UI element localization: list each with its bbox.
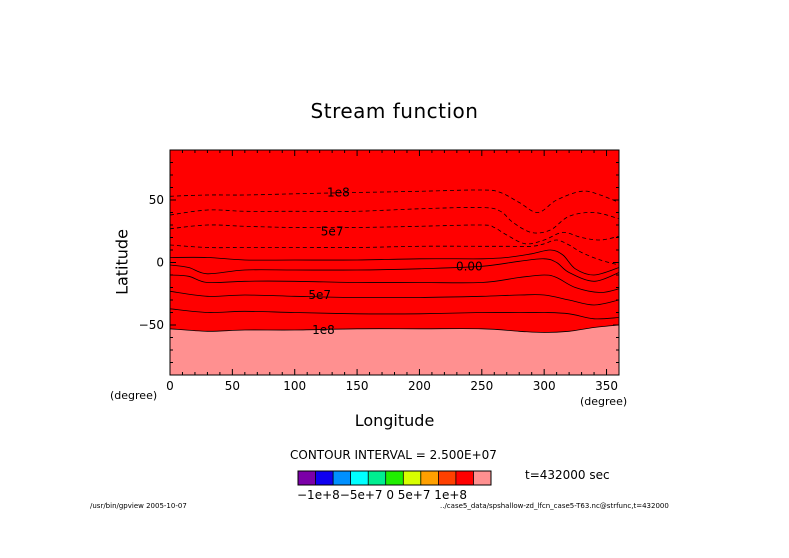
x-tick-label: 250 <box>470 379 493 393</box>
contour-bands <box>170 150 619 375</box>
contour-label: 5e7 <box>321 224 344 238</box>
contour-label: 1e8 <box>312 323 335 337</box>
x-axis-unit: (degree) <box>580 395 628 408</box>
contour-label: 0.00 <box>456 259 483 273</box>
y-axis-unit: (degree) <box>110 389 158 402</box>
legend-swatch <box>315 471 334 485</box>
contour-line <box>169 249 620 276</box>
contour-band <box>170 150 619 333</box>
contour-line <box>169 239 620 266</box>
legend-swatch <box>420 471 439 485</box>
time-label: t=432000 sec <box>525 468 610 482</box>
contour-interval-label: CONTOUR INTERVAL = 2.500E+07 <box>290 448 497 462</box>
x-tick-label: 200 <box>408 379 431 393</box>
contour-lines <box>169 189 620 333</box>
x-tick-label: 100 <box>283 379 306 393</box>
y-tick-label: 0 <box>156 256 164 270</box>
legend-swatch <box>333 471 352 485</box>
footer-right: ../case5_data/spshallow-zd_lfcn_case5-T6… <box>440 502 669 510</box>
contour-line <box>169 189 620 213</box>
y-tick-label: −50 <box>139 318 164 332</box>
axis-ticks: 0 50 100 150 200 250 300 350 50 0 −50 <box>139 150 619 393</box>
contour-line <box>169 274 620 293</box>
contour-line <box>169 308 620 320</box>
legend-swatch <box>368 471 387 485</box>
contour-labels: 1e8 5e7 0.00 5e7 1e8 <box>308 186 483 338</box>
contour-line <box>169 207 620 234</box>
footer-left: /usr/bin/gpview 2005-10-07 <box>90 502 187 510</box>
legend-tick-labels: −1e+8−5e+7 0 5e+7 1e+8 <box>297 488 468 502</box>
contour-label: 1e8 <box>327 186 350 200</box>
y-tick-label: 50 <box>149 193 164 207</box>
legend-swatch <box>298 471 316 485</box>
x-tick-label: 0 <box>166 379 174 393</box>
legend-swatch <box>403 471 422 485</box>
x-tick-label: 350 <box>595 379 618 393</box>
legend-frame <box>297 470 492 486</box>
x-tick-label: 150 <box>346 379 369 393</box>
legend-swatch <box>350 471 369 485</box>
contour-line <box>169 224 620 245</box>
y-axis-label: Latitude <box>112 229 132 295</box>
contour-line <box>169 258 620 282</box>
contour-label: 5e7 <box>308 288 331 302</box>
contour-line <box>169 290 620 306</box>
legend-swatch <box>473 471 492 485</box>
color-legend <box>297 470 492 486</box>
chart-title: Stream function <box>310 99 479 123</box>
contour-line <box>169 324 620 333</box>
x-axis-label: Longitude <box>354 411 435 430</box>
x-tick-label: 300 <box>533 379 556 393</box>
legend-swatch <box>438 471 457 485</box>
legend-swatch <box>455 471 474 485</box>
x-tick-label: 50 <box>225 379 240 393</box>
legend-swatch <box>385 471 404 485</box>
